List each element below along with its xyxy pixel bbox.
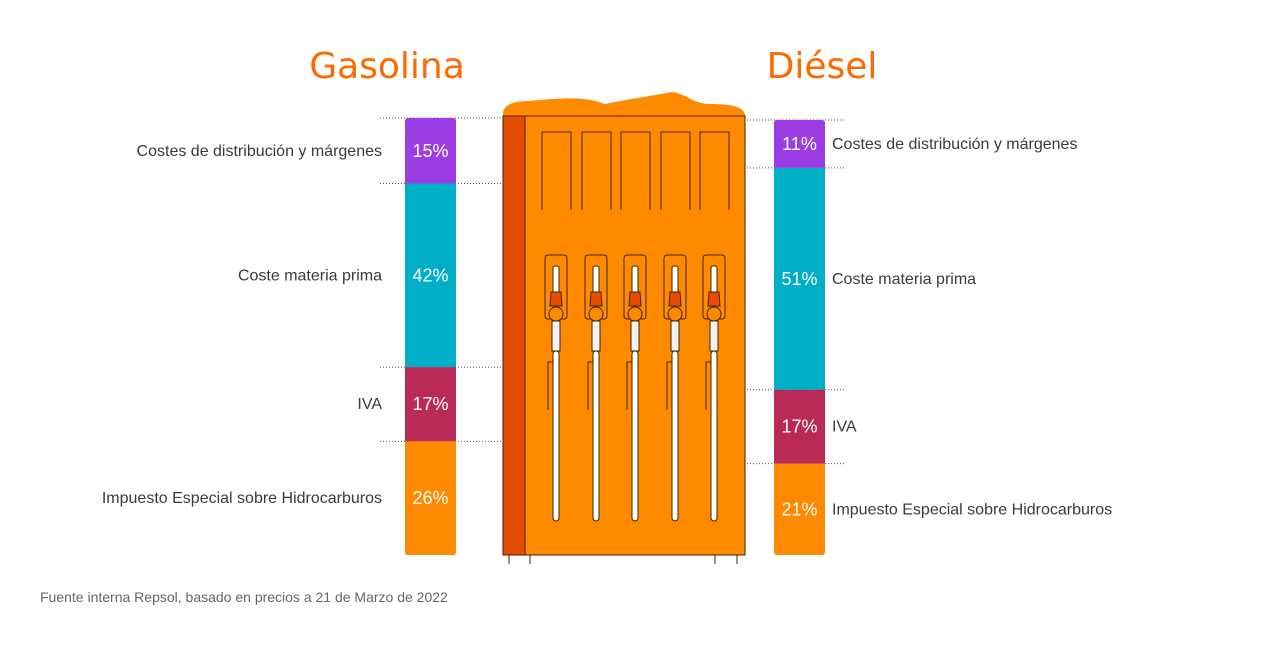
diesel-value-label-2: 51% xyxy=(781,269,817,289)
gasolina-category-label-2: Coste materia prima xyxy=(238,267,382,284)
diesel-value-label-1: 11% xyxy=(782,134,817,154)
diesel-segment-2 xyxy=(774,167,825,390)
pump-slot-2 xyxy=(581,131,612,210)
gasolina-category-label-3: IVA xyxy=(357,396,382,413)
diesel-category-label-2: Coste materia prima xyxy=(832,271,976,288)
pump-nozzles xyxy=(544,254,726,522)
fuel-pump-icon xyxy=(502,92,746,564)
pump-nozzle-5 xyxy=(702,254,726,522)
diesel-category-label-3: IVA xyxy=(832,419,857,436)
gasolina-segment-1 xyxy=(405,118,456,184)
diesel-stacked-bar: 11% Costes de distribución y márgenes 51% C… xyxy=(774,120,1112,555)
diesel-title: Diésel xyxy=(767,46,878,87)
gasolina-value-label-4: 26% xyxy=(412,488,448,508)
pump-nozzle-2 xyxy=(584,254,608,522)
pump-nozzle-4 xyxy=(663,254,687,522)
diesel-segment-4 xyxy=(774,463,825,555)
gasolina-segment-2 xyxy=(405,183,456,368)
diesel-value-label-4: 21% xyxy=(781,499,817,519)
gasolina-value-label-2: 42% xyxy=(412,265,448,285)
source-note: Fuente interna Repsol, basado en precios… xyxy=(40,589,448,605)
gasolina-title: Gasolina xyxy=(309,46,465,87)
gasolina-stacked-bar: 15% Costes de distribución y márgenes 42% C… xyxy=(102,118,456,555)
pump-legs xyxy=(508,555,738,564)
gasolina-value-label-1: 15% xyxy=(412,141,448,161)
pump-nozzle-3 xyxy=(623,254,647,522)
pump-slot-1 xyxy=(541,131,572,210)
pump-top-wave xyxy=(503,92,745,116)
pump-slot-4 xyxy=(660,131,691,210)
diesel-category-label-1: Costes de distribución y márgenes xyxy=(832,136,1077,153)
pump-slot-5 xyxy=(699,131,730,210)
gasolina-value-label-3: 17% xyxy=(412,394,448,414)
gasolina-segment-4 xyxy=(405,441,456,555)
gasolina-category-label-1: Costes de distribución y márgenes xyxy=(137,143,382,160)
pump-slot-3 xyxy=(620,131,651,210)
diesel-value-label-3: 17% xyxy=(781,417,817,437)
diesel-category-label-4: Impuesto Especial sobre Hidrocarburos xyxy=(832,501,1112,518)
guide-lines xyxy=(380,117,845,465)
pump-side xyxy=(502,115,526,556)
gasolina-category-label-4: Impuesto Especial sobre Hidrocarburos xyxy=(102,490,382,507)
diesel-segment-3 xyxy=(774,389,825,464)
pump-nozzle-1 xyxy=(544,254,568,522)
pump-slots xyxy=(541,131,730,210)
gasolina-segment-3 xyxy=(405,367,456,442)
diesel-segment-1 xyxy=(774,120,825,168)
